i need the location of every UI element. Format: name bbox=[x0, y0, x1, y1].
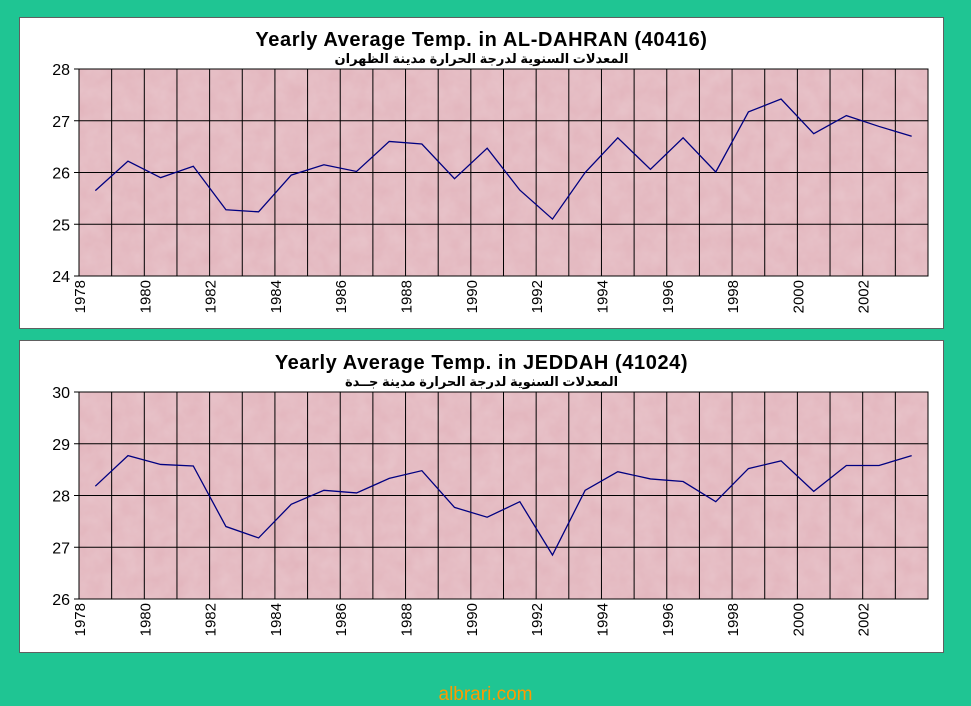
y-tick-label: 25 bbox=[52, 217, 70, 234]
x-tick-label: 1996 bbox=[660, 603, 677, 636]
x-tick-label: 1986 bbox=[333, 280, 350, 313]
x-tick-label: 1980 bbox=[137, 280, 154, 313]
x-tick-label: 2002 bbox=[856, 280, 873, 313]
y-tick-label: 24 bbox=[52, 269, 70, 286]
y-tick-label: 29 bbox=[52, 437, 70, 454]
x-tick-label: 1986 bbox=[333, 603, 350, 636]
chart-title: Yearly Average Temp. in JEDDAH (41024) bbox=[274, 352, 689, 374]
x-tick-label: 1988 bbox=[399, 603, 416, 636]
x-tick-label: 1980 bbox=[137, 603, 154, 636]
chart-title: Yearly Average Temp. in AL-DAHRAN (40416… bbox=[255, 29, 708, 51]
plot-frame bbox=[78, 391, 929, 600]
x-tick-label: 2000 bbox=[790, 603, 807, 636]
x-tick-label: 1978 bbox=[72, 280, 89, 313]
x-tick-label: 1978 bbox=[72, 603, 89, 636]
series-line bbox=[94, 98, 912, 221]
y-tick-label: 27 bbox=[52, 114, 70, 131]
x-tick-label: 1984 bbox=[268, 280, 285, 313]
x-tick-label: 1988 bbox=[399, 280, 416, 313]
x-tick-label: 1982 bbox=[203, 603, 220, 636]
y-tick-label: 28 bbox=[52, 489, 70, 506]
y-tick-label: 30 bbox=[52, 385, 70, 402]
x-tick-label: 1992 bbox=[529, 280, 546, 313]
x-tick-label: 1996 bbox=[660, 280, 677, 313]
chart-panel-jeddah: Yearly Average Temp. in JEDDAH (41024) ا… bbox=[19, 340, 944, 653]
x-tick-label: 1984 bbox=[268, 603, 285, 636]
x-tick-label: 1982 bbox=[203, 280, 220, 313]
x-tick-label: 1998 bbox=[725, 280, 742, 313]
y-tick-label: 26 bbox=[52, 166, 70, 183]
chart-panel-dahran: Yearly Average Temp. in AL-DAHRAN (40416… bbox=[19, 17, 944, 329]
y-tick-label: 26 bbox=[52, 592, 70, 609]
x-tick-label: 1992 bbox=[529, 603, 546, 636]
line-chart-dahran: 24 25 26 27 28 1978 1980 1982 1984 1986 1988 1990 19… bbox=[52, 62, 929, 313]
x-tick-label: 1994 bbox=[594, 280, 611, 313]
x-tick-label: 1998 bbox=[725, 603, 742, 636]
x-tick-label: 1990 bbox=[464, 603, 481, 636]
series-line bbox=[94, 454, 912, 557]
x-tick-label: 1990 bbox=[464, 280, 481, 313]
chart-subtitle: المعدلات السنوية لدرجة الحرارة مدينة الظ… bbox=[334, 51, 629, 66]
y-tick-label: 28 bbox=[52, 62, 70, 79]
line-chart-jeddah: 26 27 28 29 30 1978 1980 1982 1984 1986 1988 1990 19… bbox=[52, 385, 929, 636]
chart-subtitle: المعدلات السنوية لدرجة الحرارة مدينة جــ… bbox=[344, 374, 619, 389]
x-tick-label: 1994 bbox=[594, 603, 611, 636]
x-tick-label: 2000 bbox=[790, 280, 807, 313]
plot-frame bbox=[78, 68, 929, 277]
y-tick-label: 27 bbox=[52, 540, 70, 557]
x-tick-label: 2002 bbox=[856, 603, 873, 636]
footer-watermark: albrari.com bbox=[438, 684, 533, 705]
